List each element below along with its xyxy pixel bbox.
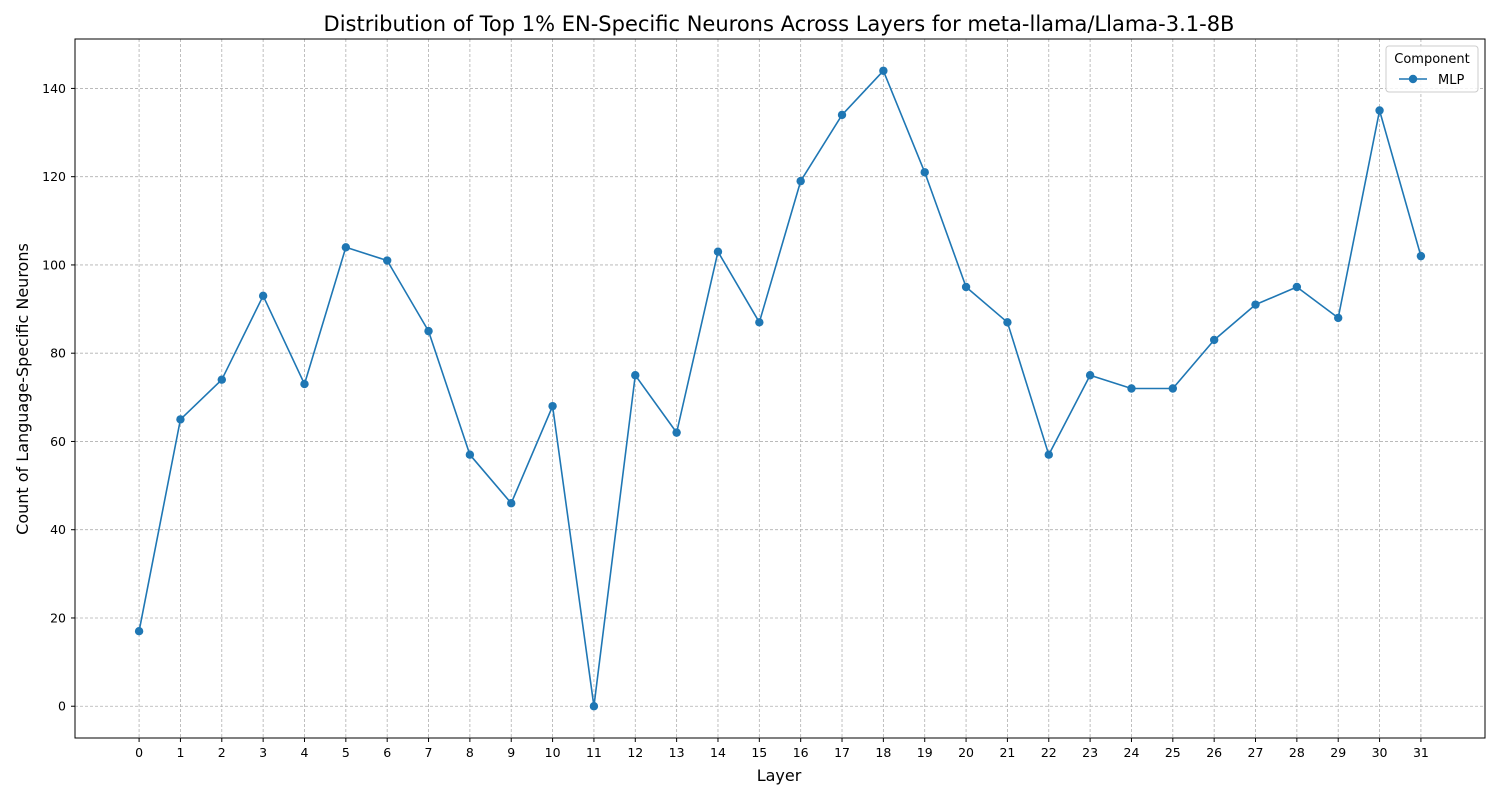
x-tick-label: 16 — [793, 745, 809, 760]
axis-ticks: 0 1 2 3 4 5 6 7 8 9 10 11 12 13 14 15 16 17 18 19 20 21 22 23 24… — [42, 81, 1429, 760]
grid — [75, 39, 1485, 738]
x-tick-label: 14 — [710, 745, 726, 760]
x-tick-label: 17 — [834, 745, 850, 760]
data-point — [1003, 318, 1012, 327]
data-point — [1416, 251, 1426, 261]
x-tick-label: 4 — [301, 745, 309, 760]
data-point — [961, 282, 971, 292]
x-tick-label: 30 — [1372, 745, 1388, 760]
series-line-mlp — [138, 69, 1422, 708]
x-tick-label: 0 — [135, 745, 143, 760]
x-tick-label: 15 — [751, 745, 767, 760]
x-tick-label: 28 — [1289, 745, 1305, 760]
chart-title: Distribution of Top 1% EN-Specific Neuro… — [324, 12, 1235, 36]
x-tick-label: 6 — [383, 745, 391, 760]
data-point — [672, 428, 681, 437]
x-tick-label: 2 — [218, 745, 226, 760]
data-point — [300, 379, 309, 389]
x-tick-label: 8 — [466, 745, 474, 760]
y-tick-label: 20 — [50, 610, 66, 625]
x-tick-label: 26 — [1206, 745, 1222, 760]
data-point — [1292, 282, 1302, 292]
plot-frame — [74, 38, 1486, 739]
x-tick-label: 25 — [1165, 745, 1181, 760]
x-tick-label: 21 — [999, 745, 1015, 760]
data-point — [1375, 106, 1384, 115]
legend-marker-mlp — [1408, 74, 1418, 84]
y-tick-label: 0 — [58, 699, 66, 714]
data-point — [548, 401, 557, 411]
data-point — [713, 247, 723, 256]
x-tick-label: 27 — [1248, 745, 1264, 760]
x-tick-label: 9 — [507, 745, 515, 760]
y-axis-label: Count of Language-Specific Neurons — [13, 243, 32, 535]
legend: Component MLP — [1385, 45, 1479, 93]
data-point — [341, 243, 351, 252]
x-tick-label: 1 — [176, 745, 184, 760]
legend-label-mlp: MLP — [1438, 73, 1464, 88]
x-tick-label: 29 — [1330, 745, 1346, 760]
x-tick-label: 23 — [1082, 745, 1098, 760]
x-tick-label: 13 — [669, 745, 685, 760]
data-point — [134, 627, 144, 636]
data-point — [1085, 371, 1095, 380]
y-tick-label: 60 — [50, 434, 66, 449]
data-point — [507, 499, 516, 508]
data-point — [382, 256, 392, 265]
x-tick-label: 5 — [342, 745, 350, 760]
data-point — [1168, 384, 1178, 393]
x-tick-label: 12 — [627, 745, 643, 760]
data-point — [1251, 300, 1260, 309]
y-tick-label: 40 — [50, 522, 66, 537]
data-point — [920, 168, 929, 177]
x-tick-label: 22 — [1041, 745, 1057, 760]
data-point — [1127, 384, 1136, 393]
x-tick-label: 11 — [586, 745, 602, 760]
x-tick-label: 18 — [875, 745, 891, 760]
data-point — [217, 375, 226, 384]
series-mlp — [134, 66, 1426, 711]
x-tick-label: 20 — [958, 745, 974, 760]
data-point — [176, 415, 185, 424]
data-point — [1044, 450, 1053, 459]
x-axis-label: Layer — [757, 766, 802, 785]
y-tick-label: 80 — [50, 346, 66, 361]
data-point — [465, 450, 475, 459]
x-tick-label: 31 — [1413, 745, 1429, 760]
data-point — [631, 371, 640, 380]
data-point — [589, 702, 599, 711]
y-tick-label: 100 — [42, 257, 66, 272]
legend-title: Component — [1394, 52, 1469, 67]
x-tick-label: 19 — [917, 745, 933, 760]
y-tick-label: 140 — [42, 81, 66, 96]
data-point — [879, 66, 888, 75]
y-tick-label: 120 — [42, 169, 66, 184]
x-tick-label: 10 — [545, 745, 561, 760]
x-tick-label: 3 — [259, 745, 267, 760]
data-point — [837, 110, 847, 120]
data-point — [1209, 335, 1219, 345]
x-tick-label: 24 — [1124, 745, 1140, 760]
data-point — [1334, 313, 1343, 323]
data-point — [424, 326, 433, 336]
data-point — [258, 291, 268, 301]
data-point — [755, 318, 764, 327]
data-point — [796, 176, 805, 186]
legend-box — [1385, 45, 1479, 93]
x-tick-label: 7 — [425, 745, 433, 760]
